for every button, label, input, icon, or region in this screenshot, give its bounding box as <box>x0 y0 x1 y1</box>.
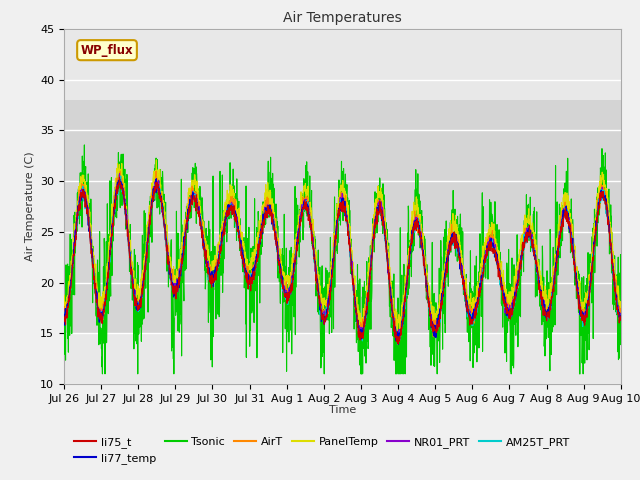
AirT <box>116 168 124 174</box>
Line: AirT: AirT <box>64 171 621 342</box>
li75_t <box>505 309 513 315</box>
li77_temp <box>584 303 591 309</box>
li75_t <box>216 253 223 259</box>
PanelTemp <box>216 243 223 249</box>
Line: Tsonic: Tsonic <box>64 145 621 374</box>
li77_temp <box>395 341 403 347</box>
Line: NR01_PRT: NR01_PRT <box>64 174 621 343</box>
Tsonic <box>81 142 88 148</box>
PanelTemp <box>617 299 625 305</box>
li77_temp <box>152 176 160 181</box>
Tsonic <box>371 189 379 195</box>
Text: WP_flux: WP_flux <box>81 44 133 57</box>
AirT <box>359 324 367 329</box>
li77_temp <box>371 224 379 229</box>
Tsonic <box>505 247 513 252</box>
PanelTemp <box>359 315 367 321</box>
AM25T_PRT <box>394 342 401 348</box>
Line: li75_t: li75_t <box>64 177 621 344</box>
AirT <box>505 302 513 308</box>
AM25T_PRT <box>60 317 68 323</box>
X-axis label: Time: Time <box>329 405 356 415</box>
NR01_PRT <box>394 340 402 346</box>
PanelTemp <box>505 296 513 301</box>
li75_t <box>394 341 402 347</box>
Tsonic <box>617 291 625 297</box>
NR01_PRT <box>584 301 591 307</box>
Tsonic <box>216 256 223 262</box>
NR01_PRT <box>617 314 625 320</box>
Tsonic <box>359 284 367 290</box>
li75_t <box>617 313 625 319</box>
Tsonic <box>60 340 68 346</box>
AirT <box>60 309 68 315</box>
AM25T_PRT <box>505 309 513 314</box>
li75_t <box>60 314 68 320</box>
AirT <box>568 234 576 240</box>
Line: li77_temp: li77_temp <box>64 179 621 344</box>
AM25T_PRT <box>117 173 125 179</box>
AirT <box>584 303 591 309</box>
Tsonic <box>99 371 106 377</box>
Tsonic <box>568 231 576 237</box>
AirT <box>216 247 223 252</box>
li75_t <box>371 223 379 228</box>
Line: AM25T_PRT: AM25T_PRT <box>64 176 621 345</box>
Bar <box>64 100 621 333</box>
AM25T_PRT <box>568 242 576 248</box>
NR01_PRT <box>505 310 513 316</box>
Y-axis label: Air Temperature (C): Air Temperature (C) <box>24 152 35 261</box>
PanelTemp <box>371 209 379 215</box>
AM25T_PRT <box>371 220 379 226</box>
li77_temp <box>617 315 625 321</box>
AirT <box>617 315 625 321</box>
li75_t <box>568 249 576 254</box>
Legend: li75_t, li77_temp, Tsonic, AirT, PanelTemp, NR01_PRT, AM25T_PRT: li75_t, li77_temp, Tsonic, AirT, PanelTe… <box>70 432 574 468</box>
PanelTemp <box>394 331 401 337</box>
AirT <box>371 215 379 221</box>
PanelTemp <box>584 295 591 301</box>
li77_temp <box>568 240 576 245</box>
NR01_PRT <box>568 238 576 244</box>
Tsonic <box>584 302 591 308</box>
PanelTemp <box>568 221 576 227</box>
AM25T_PRT <box>617 312 625 318</box>
li77_temp <box>505 310 513 315</box>
li77_temp <box>216 256 223 262</box>
Title: Air Temperatures: Air Temperatures <box>283 11 402 25</box>
NR01_PRT <box>116 171 124 177</box>
li75_t <box>359 330 367 336</box>
NR01_PRT <box>359 328 367 334</box>
AM25T_PRT <box>584 296 591 302</box>
NR01_PRT <box>216 250 223 256</box>
AirT <box>395 339 403 345</box>
AM25T_PRT <box>216 252 223 258</box>
li75_t <box>584 306 591 312</box>
PanelTemp <box>60 305 68 311</box>
NR01_PRT <box>60 316 68 322</box>
li75_t <box>116 174 124 180</box>
PanelTemp <box>152 157 160 163</box>
NR01_PRT <box>371 224 379 230</box>
li77_temp <box>60 316 68 322</box>
AM25T_PRT <box>359 332 367 338</box>
li77_temp <box>359 328 367 334</box>
Line: PanelTemp: PanelTemp <box>64 160 621 334</box>
